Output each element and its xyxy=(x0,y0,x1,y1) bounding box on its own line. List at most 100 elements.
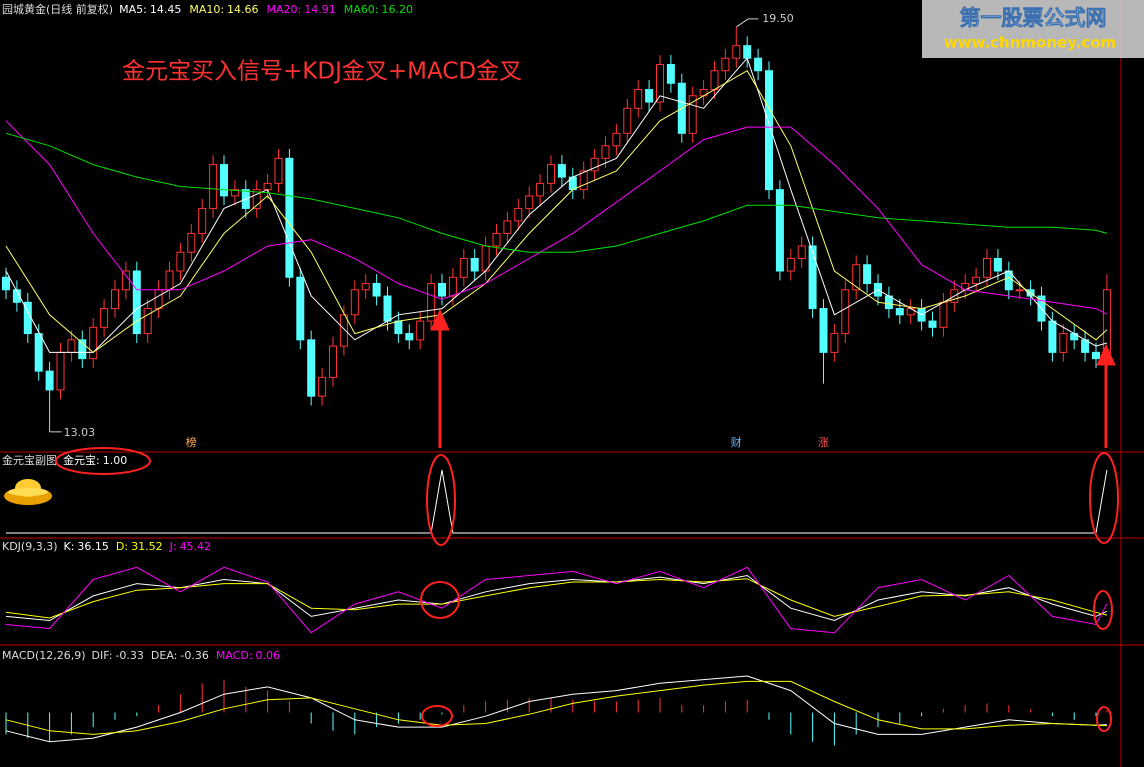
kdj-line xyxy=(5,578,1108,619)
arrow-head xyxy=(1096,343,1116,366)
candle-body xyxy=(350,289,359,316)
signal-line xyxy=(6,469,1108,534)
candle-body xyxy=(993,257,1002,272)
candle-body xyxy=(1059,333,1068,353)
candle-body xyxy=(503,220,512,234)
legend-name: MA60: xyxy=(344,3,379,16)
candle-body xyxy=(427,283,436,322)
candle-body xyxy=(547,164,555,184)
candle-body xyxy=(176,251,185,272)
candle-body xyxy=(612,132,621,147)
candle-body xyxy=(132,270,141,335)
candle-body xyxy=(285,157,294,278)
legend-name: D: xyxy=(116,540,128,553)
candle-body xyxy=(1015,289,1024,292)
candle-body xyxy=(154,289,163,310)
kdj-line xyxy=(5,574,1108,622)
candle-body xyxy=(263,182,272,191)
candle-body xyxy=(100,308,109,328)
legend-name: MA20: xyxy=(267,3,302,16)
kdj-line xyxy=(5,566,1108,634)
candle-body xyxy=(721,57,730,72)
candle-body xyxy=(830,333,839,353)
arrow-head xyxy=(430,308,450,331)
plot-layer: 园城黄金(日线 前复权) MA5: 14.45 MA10: 14.66 MA20: 14.9… xyxy=(2,2,1111,746)
candle-body xyxy=(307,339,316,397)
candle-body xyxy=(111,289,119,310)
candle-body xyxy=(383,295,392,322)
legend-value: 14.45 xyxy=(150,3,182,16)
candle-body xyxy=(405,333,414,341)
legend-name: K: xyxy=(64,540,75,553)
candle-body xyxy=(972,276,981,285)
candle-body xyxy=(198,207,207,234)
highlight-ellipse xyxy=(1096,706,1112,732)
candle-body xyxy=(187,232,196,253)
legend-name: DEA: xyxy=(151,649,177,662)
candle-body xyxy=(459,257,468,278)
chart-title: 园城黄金(日线 前复权) xyxy=(2,2,113,16)
high-label: 19.50 xyxy=(762,12,794,25)
gold-ingot-icon xyxy=(4,479,52,505)
legend-name: MA10: xyxy=(189,3,224,16)
candle-body xyxy=(983,257,991,278)
candle-body xyxy=(165,270,174,291)
legend-name: DIF: xyxy=(92,649,113,662)
macd-line xyxy=(5,680,1107,735)
candle-body xyxy=(743,45,752,59)
candle-body xyxy=(590,157,599,172)
candle-body xyxy=(121,270,130,291)
candle-body xyxy=(230,189,239,197)
candle-body xyxy=(863,264,872,285)
candle-body xyxy=(536,182,545,197)
candle-body xyxy=(841,289,850,335)
candle-body xyxy=(786,257,795,272)
candle-body xyxy=(34,333,43,372)
candle-body xyxy=(666,63,675,84)
event-label: 财 xyxy=(731,435,742,449)
candle-body xyxy=(852,264,861,291)
ingot-rim xyxy=(8,488,48,496)
candle-body xyxy=(1092,351,1100,360)
highlight-ellipse xyxy=(55,447,151,475)
candle-body xyxy=(45,370,54,391)
legend-value: 1.00 xyxy=(103,454,128,467)
arrows xyxy=(430,308,1116,448)
candle-body xyxy=(438,283,446,297)
candle-body xyxy=(634,88,643,109)
highlight-ellipse xyxy=(1093,590,1113,630)
legend-value: -0.33 xyxy=(115,649,143,662)
legend-value: 16.20 xyxy=(381,3,413,16)
candle-body xyxy=(296,276,305,341)
legend-value: 45.42 xyxy=(180,540,212,553)
candle-body xyxy=(645,88,654,103)
legend-value: 36.15 xyxy=(77,540,109,553)
candle-body xyxy=(797,245,806,259)
candle-body xyxy=(754,57,763,72)
candle-body xyxy=(623,107,632,134)
candle-body xyxy=(765,70,773,191)
low-label: 13.03 xyxy=(64,426,96,439)
watermark-name: 第一股票公式网 xyxy=(960,6,1107,30)
candle-body xyxy=(688,95,697,134)
panel-title: MACD(12,26,9) xyxy=(2,649,86,662)
candle-body xyxy=(372,283,381,297)
legend-name: MACD: xyxy=(216,649,253,662)
candle-body xyxy=(209,164,218,209)
event-label: 涨 xyxy=(818,436,829,449)
candle-body xyxy=(143,308,152,335)
candle-body xyxy=(220,164,228,197)
candle-body xyxy=(656,63,664,103)
highlight-ellipse xyxy=(421,705,453,727)
watermark-url: www.chnmoney.com xyxy=(944,34,1116,52)
candle-body xyxy=(492,232,501,247)
ma-line xyxy=(5,70,1108,354)
macd-line xyxy=(5,675,1107,743)
candle-body xyxy=(601,145,610,159)
watermark-box xyxy=(922,0,1144,58)
panel-title: 金元宝副图 xyxy=(2,453,57,467)
legend-value: 31.52 xyxy=(131,540,163,553)
legend-value: 14.91 xyxy=(304,3,336,16)
